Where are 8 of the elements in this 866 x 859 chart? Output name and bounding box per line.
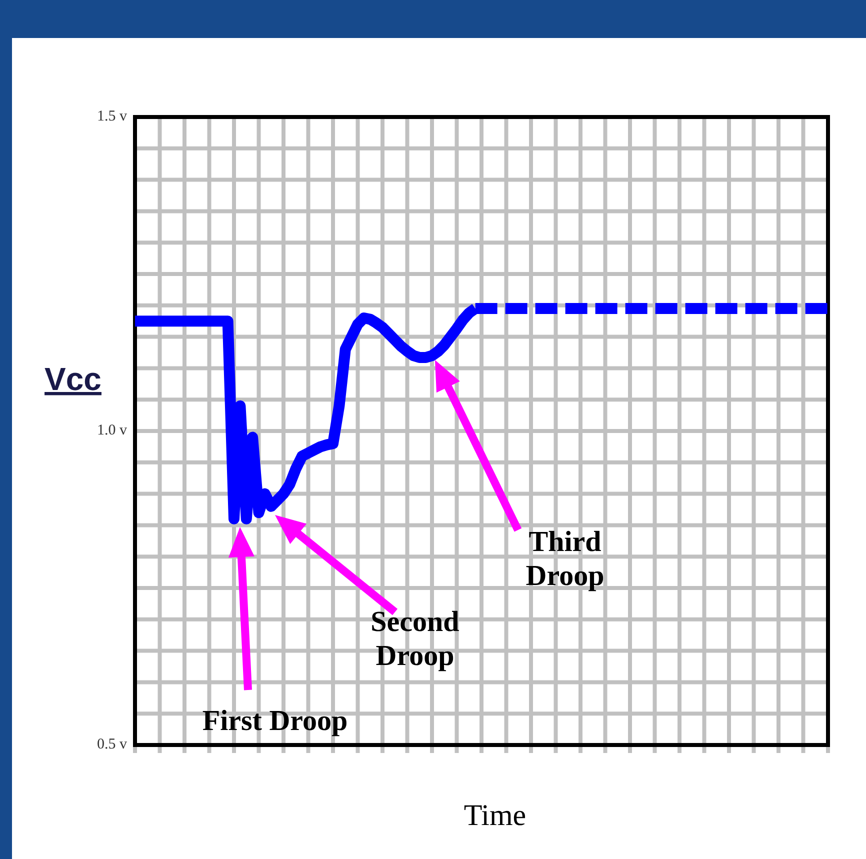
y-tick-label: 0.5 v [97, 736, 128, 752]
annotation: Third Droop [526, 526, 604, 592]
annotation: First Droop [202, 705, 348, 737]
y-axis-title: Vcc [44, 361, 102, 397]
x-axis-title: Time [464, 799, 526, 832]
annotation: Second Droop [370, 606, 460, 672]
y-tick-label: 1.0 v [97, 422, 128, 438]
y-tick-label: 1.5 v [97, 108, 128, 124]
